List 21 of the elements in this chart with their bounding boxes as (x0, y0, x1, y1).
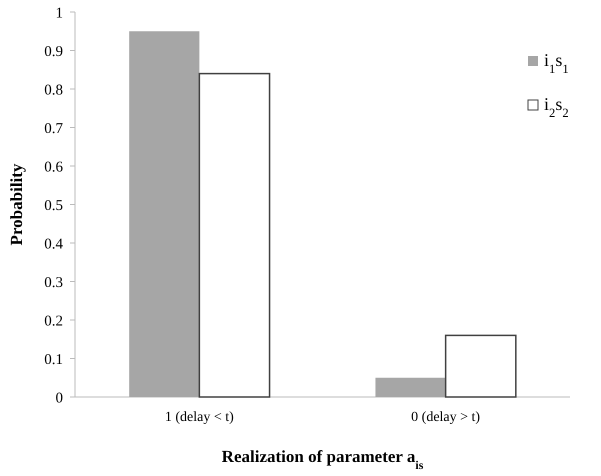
y-tick-label: 0.8 (44, 82, 63, 98)
y-tick-label: 0.5 (44, 198, 63, 214)
x-tick-label: 0 (delay > t) (411, 410, 480, 425)
y-tick-label: 0.9 (44, 44, 63, 60)
y-tick-label: 0.4 (44, 236, 64, 252)
legend-label: i$_{2}$s$_{2}$ (544, 94, 569, 120)
legend-label: i$_{1}$s$_{1}$ (544, 50, 569, 76)
y-tick-label: 0 (56, 390, 63, 406)
x-tick-label: 1 (delay < t) (164, 410, 234, 425)
y-tick-label: 0.7 (44, 120, 64, 137)
bar (444, 334, 517, 398)
y-axis-title: Probability (7, 163, 26, 246)
y-tick-label: 0.2 (44, 313, 63, 330)
bar (375, 378, 446, 397)
bar (198, 72, 270, 398)
x-axis-title: Realization of parameter a$_{is}$ (222, 447, 424, 472)
y-tick-label: 0.1 (44, 352, 63, 368)
y-tick-label: 0.3 (44, 274, 63, 291)
y-tick-label: 0.6 (44, 159, 64, 176)
bar (129, 31, 200, 397)
y-tick-label: 1 (56, 5, 63, 22)
